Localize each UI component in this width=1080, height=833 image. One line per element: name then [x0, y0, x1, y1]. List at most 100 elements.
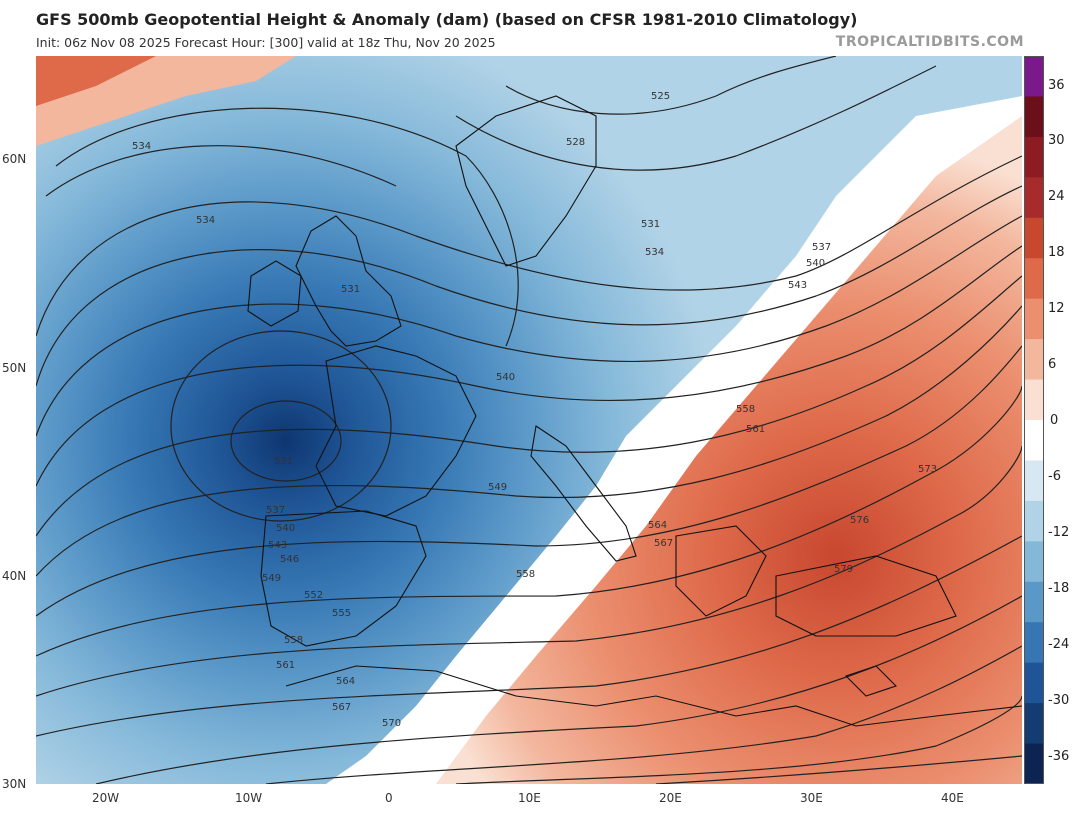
contour-label: 528 [566, 137, 585, 148]
colorbar-swatch [1024, 339, 1044, 381]
contour-label: 552 [304, 590, 323, 601]
contour-label: 567 [654, 538, 673, 549]
lon-label-30e: 30E [800, 791, 823, 805]
greece [675, 525, 767, 617]
contour-label: 561 [276, 660, 295, 671]
anatolia [775, 555, 957, 637]
contour-line [36, 535, 1022, 737]
contour-label: 540 [806, 258, 825, 269]
weak-negative-area [656, 56, 1022, 286]
coastlines [247, 95, 1022, 727]
contour-label: 549 [262, 573, 281, 584]
colorbar-tick: 30 [1048, 133, 1065, 148]
colorbar-swatch [1024, 136, 1044, 178]
ireland [247, 260, 302, 327]
site-watermark: TROPICALTIDBITS.COM [835, 34, 1024, 50]
colorbar-swatches [1024, 56, 1044, 785]
colorbar-swatch [1024, 622, 1044, 664]
colorbar-tick: -6 [1048, 469, 1061, 484]
lon-label-10w: 10W [235, 791, 263, 805]
colorbar-swatch [1024, 662, 1044, 704]
contour-line [36, 215, 1022, 437]
contour-label: 534 [645, 247, 664, 258]
lon-label-20e: 20E [659, 791, 682, 805]
colorbar-tick: -36 [1048, 749, 1070, 764]
colorbar-tick: -12 [1048, 525, 1070, 540]
contour-line [655, 755, 1022, 784]
contour-label: 564 [648, 520, 667, 531]
colorbar-tick: 24 [1048, 189, 1065, 204]
cyprus [844, 665, 898, 697]
colorbar-tick: 18 [1048, 245, 1065, 260]
colorbar-swatch [1024, 379, 1044, 421]
lat-label-30n: 30N [2, 777, 27, 791]
contour-line [36, 385, 1022, 657]
colorbar-tick: -30 [1048, 693, 1070, 708]
colorbar-swatch [1024, 298, 1044, 340]
forecast-info: Init: 06z Nov 08 2025 Forecast Hour: [30… [36, 35, 496, 50]
contour-label: 561 [746, 424, 765, 435]
colorbar-swatch [1024, 460, 1044, 502]
colorbar-border [1024, 56, 1044, 784]
colorbar-swatch [1024, 500, 1044, 542]
contour-label: 564 [336, 676, 355, 687]
contour-ring [170, 330, 392, 522]
contour-label: 576 [850, 515, 869, 526]
lon-label-10e: 10E [518, 791, 541, 805]
contour-label: 558 [736, 404, 755, 415]
contour-label: 540 [496, 372, 515, 383]
contour-label: 558 [516, 569, 535, 580]
colorbar-swatch [1024, 56, 1044, 97]
contour-line [36, 155, 1022, 337]
france [315, 345, 477, 517]
colorbar-tick: -18 [1048, 581, 1070, 596]
contour-line [455, 65, 937, 171]
colorbar-swatch [1024, 420, 1044, 461]
contour-line [95, 595, 1022, 784]
lon-label-20w: 20W [92, 791, 120, 805]
lat-label-50n: 50N [2, 361, 27, 375]
contour-line [36, 305, 1022, 577]
colorbar-swatch [1024, 258, 1044, 300]
contour-label: 531 [341, 284, 360, 295]
contour-line [45, 145, 397, 197]
lon-label-40e: 40E [941, 791, 964, 805]
colorbar-swatch [1024, 217, 1044, 259]
contour-label: 579 [834, 564, 853, 575]
colorbar-tick: 0 [1050, 413, 1059, 428]
contour-label: 537 [266, 505, 285, 516]
contour-label: 558 [284, 635, 303, 646]
scandinavia [455, 95, 597, 267]
great-britain [295, 215, 402, 347]
colorbar-swatch [1024, 703, 1044, 745]
contour-label: 537 [812, 242, 831, 253]
contour-line [36, 245, 1022, 487]
northwest-positive-core [36, 56, 156, 106]
contour-line [505, 56, 837, 115]
contour-line [36, 185, 1022, 387]
contour-label: 534 [196, 215, 215, 226]
lat-label-40n: 40N [2, 569, 27, 583]
contour-label: 525 [651, 91, 670, 102]
colorbar-tick: 12 [1048, 301, 1065, 316]
contour-label: 546 [280, 554, 299, 565]
contour-label: 573 [918, 464, 937, 475]
anomaly-map: 534 534 525 528 531 534 537 540 543 531 … [36, 56, 1022, 784]
height-contours [36, 56, 1022, 784]
north-africa-coast [285, 665, 1022, 727]
contour-line [265, 645, 1022, 784]
anomaly-colorbar [1024, 56, 1044, 785]
colorbar-swatch [1024, 96, 1044, 138]
colorbar-swatch [1024, 581, 1044, 623]
lat-label-60n: 60N [2, 152, 27, 166]
colorbar-swatch [1024, 541, 1044, 583]
contour-line [36, 275, 1022, 537]
contour-label: 549 [488, 482, 507, 493]
colorbar-tick: 6 [1048, 357, 1057, 372]
colorbar-tick: -24 [1048, 637, 1070, 652]
chart-title: GFS 500mb Geopotential Height & Anomaly … [36, 10, 858, 29]
colorbar-swatch [1024, 177, 1044, 219]
contour-label: 543 [788, 280, 807, 291]
contour-label: 570 [382, 718, 401, 729]
contour-label: 567 [332, 702, 351, 713]
